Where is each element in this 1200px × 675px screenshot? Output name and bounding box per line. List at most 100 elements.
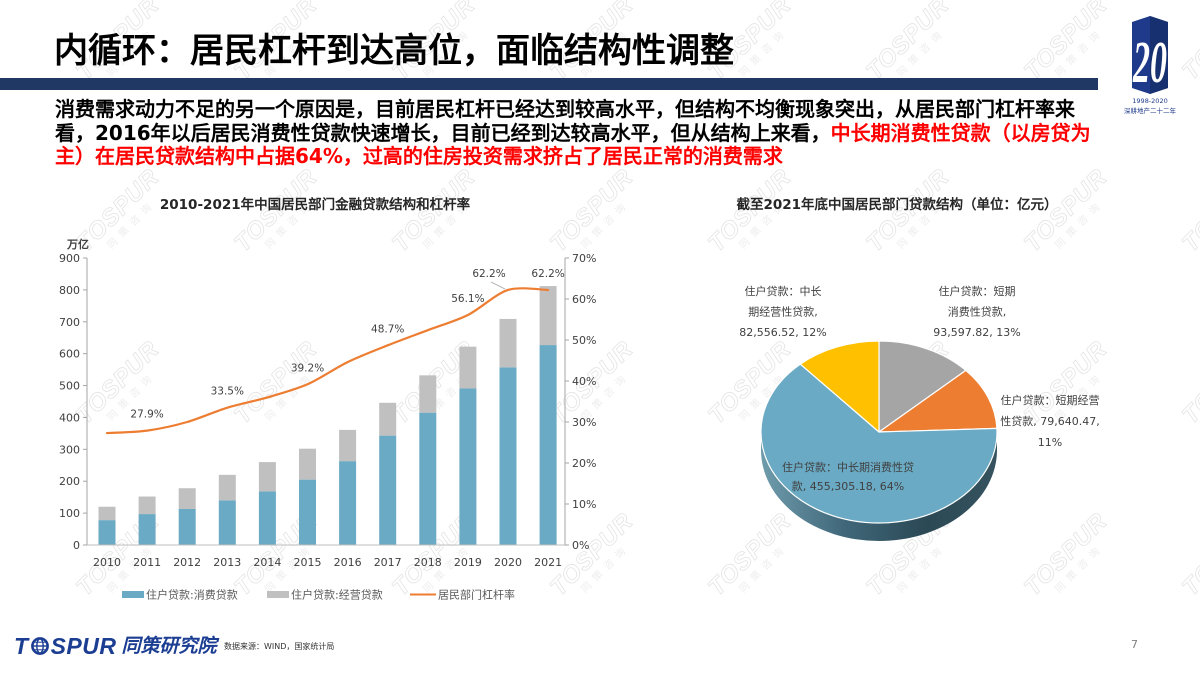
bar-segment xyxy=(339,429,357,462)
leader-line xyxy=(490,281,506,290)
pie-slice xyxy=(760,363,998,524)
pie-slice-label: 住户贷款：中长期消费性贷款, 455,305.18, 64% xyxy=(782,460,914,493)
legend-label: 住户贷款:消费贷款 xyxy=(146,588,238,602)
right-axis-tick-label: 20% xyxy=(572,457,596,470)
pie-side xyxy=(761,432,997,541)
legend-item: 住户贷款:经营贷款 xyxy=(267,588,383,602)
bar-segment xyxy=(419,375,437,413)
pie-slice xyxy=(799,340,880,433)
bar-segment xyxy=(379,402,397,436)
pie-label-line: 住户贷款：短期 xyxy=(939,284,1016,298)
bar-segment xyxy=(98,506,116,521)
bar-segment xyxy=(459,346,477,389)
right-axis-tick-label: 70% xyxy=(572,252,596,265)
right-axis-tick-label: 60% xyxy=(572,293,596,306)
brand-name-cn: 同策研究院 xyxy=(121,635,217,657)
left-axis-tick-label: 300 xyxy=(59,443,80,456)
left-axis-tick-label: 500 xyxy=(59,380,80,393)
bar-segment xyxy=(419,412,437,545)
bar-segment xyxy=(459,388,477,545)
left-axis-tick-label: 0 xyxy=(73,539,80,552)
bar-segment xyxy=(499,318,517,368)
pie-label-line: 住户贷款：中长 xyxy=(745,284,822,298)
bar-segment xyxy=(299,448,316,480)
bar-segment xyxy=(138,514,156,545)
chart-legend: 住户贷款:消费贷款 住户贷款:经营贷款 居民部门杠杆率 xyxy=(122,588,515,602)
bar-segment xyxy=(178,488,196,509)
pie-label-line: 82,556.52, 12% xyxy=(739,326,826,339)
bar-segment xyxy=(98,520,116,545)
x-axis-tick-label: 2016 xyxy=(334,556,362,569)
pie-chart-title: 截至2021年底中国居民部门贷款结构（单位：亿元） xyxy=(736,197,1058,213)
left-axis-tick-label: 600 xyxy=(59,348,80,361)
x-axis-tick-label: 2020 xyxy=(494,556,522,569)
legend-item: 住户贷款:消费贷款 xyxy=(122,588,238,602)
leverage-bar-line-chart: 万亿 0 100 200 300 400 500 600 700 800 900 0% 10% 20% 30… xyxy=(59,237,596,602)
x-axis-tick-label: 2011 xyxy=(133,556,161,569)
summary-highlight: 中长期消费性贷款（以房贷为 xyxy=(830,120,1091,145)
bar-line-chart-title: 2010-2021年中国居民部门金融贷款结构和杠杆率 xyxy=(159,197,471,213)
x-axis-tick-label: 2010 xyxy=(93,556,121,569)
right-axis-tick-label: 50% xyxy=(572,334,596,347)
pie-label-line: 期经营性贷款, xyxy=(748,305,818,319)
globe-icon xyxy=(30,637,49,655)
pie-label-line: 性贷款, 79,640.47, xyxy=(1000,414,1099,428)
pie-label-line: 住户贷款：短期经营 xyxy=(1001,393,1100,407)
data-label: 62.2% xyxy=(531,268,564,280)
x-axis-tick-label: 2017 xyxy=(374,556,402,569)
bar-segment xyxy=(539,345,557,545)
x-axis-tick-label: 2014 xyxy=(253,556,281,569)
legend-swatch xyxy=(267,591,289,598)
left-axis-tick-label: 900 xyxy=(59,252,80,265)
x-axis-tick-label: 2018 xyxy=(414,556,442,569)
right-axis-tick-label: 0% xyxy=(572,539,589,552)
x-axis-tick-label: 2021 xyxy=(534,556,562,569)
bar-segment xyxy=(539,286,557,346)
left-axis-unit-label: 万亿 xyxy=(66,237,89,251)
summary-line-3: 主）在居民贷款结构中占据64%，过高的住房投资需求挤占了居民正常的消费需求 xyxy=(55,144,783,168)
summary-text: 看，2016年以后居民消费性贷款快速增长，目前已经到达较高水平，但从结构上来看， xyxy=(55,120,831,145)
pie-slice xyxy=(878,340,967,433)
data-source: 数据来源：WIND，国家统计局 xyxy=(224,642,335,651)
page-number: 7 xyxy=(1131,638,1138,651)
pie-label-line: 11% xyxy=(1038,436,1062,449)
bar-segment xyxy=(379,435,397,545)
summary-line-1: 消费需求动力不足的另一个原因是，目前居民杠杆已经达到较高水平，但结构不均衡现象突… xyxy=(55,97,1075,121)
data-label: 62.2% xyxy=(472,268,505,280)
right-axis-tick-label: 30% xyxy=(572,416,596,429)
logo-slogan: 深耕地产二十二年 xyxy=(1124,106,1177,115)
bar-segment xyxy=(299,479,316,545)
pie-slice xyxy=(878,369,998,433)
left-axis-tick-label: 800 xyxy=(59,284,80,297)
right-axis-tick-label: 10% xyxy=(572,498,596,511)
legend-label: 住户贷款:经营贷款 xyxy=(291,588,383,602)
x-axis-tick-label: 2013 xyxy=(213,556,241,569)
page-title: 内循环：居民杠杆到达高位，面临结构性调整 xyxy=(54,31,734,71)
data-label: 48.7% xyxy=(371,323,404,335)
bar-segment xyxy=(138,496,156,515)
bar-segment xyxy=(339,461,357,545)
x-axis-tick-label: 2012 xyxy=(173,556,201,569)
pie-label-line: 消费性贷款, xyxy=(948,305,1007,319)
x-axis-tick-label: 2015 xyxy=(294,556,322,569)
left-axis-tick-label: 400 xyxy=(59,411,80,424)
bar-segment xyxy=(218,500,236,545)
brand-prefix: T xyxy=(14,633,29,659)
logo-numeral: 20 xyxy=(1132,30,1167,95)
pie-label-line: 款, 455,305.18, 64% xyxy=(792,479,904,493)
data-label: 33.5% xyxy=(211,386,244,398)
left-axis-tick-label: 200 xyxy=(59,475,80,488)
leverage-line xyxy=(105,287,550,435)
legend-item: 居民部门杠杆率 xyxy=(410,588,515,602)
pie-label-line: 93,597.82, 13% xyxy=(933,326,1020,339)
summary-paragraph: 消费需求动力不足的另一个原因是，目前居民杠杆已经达到较高水平，但结构不均衡现象突… xyxy=(55,97,1091,169)
right-axis-tick-label: 40% xyxy=(572,375,596,388)
data-label: 56.1% xyxy=(451,293,484,305)
footer-brand: T SPUR 同策研究院 xyxy=(14,632,216,660)
